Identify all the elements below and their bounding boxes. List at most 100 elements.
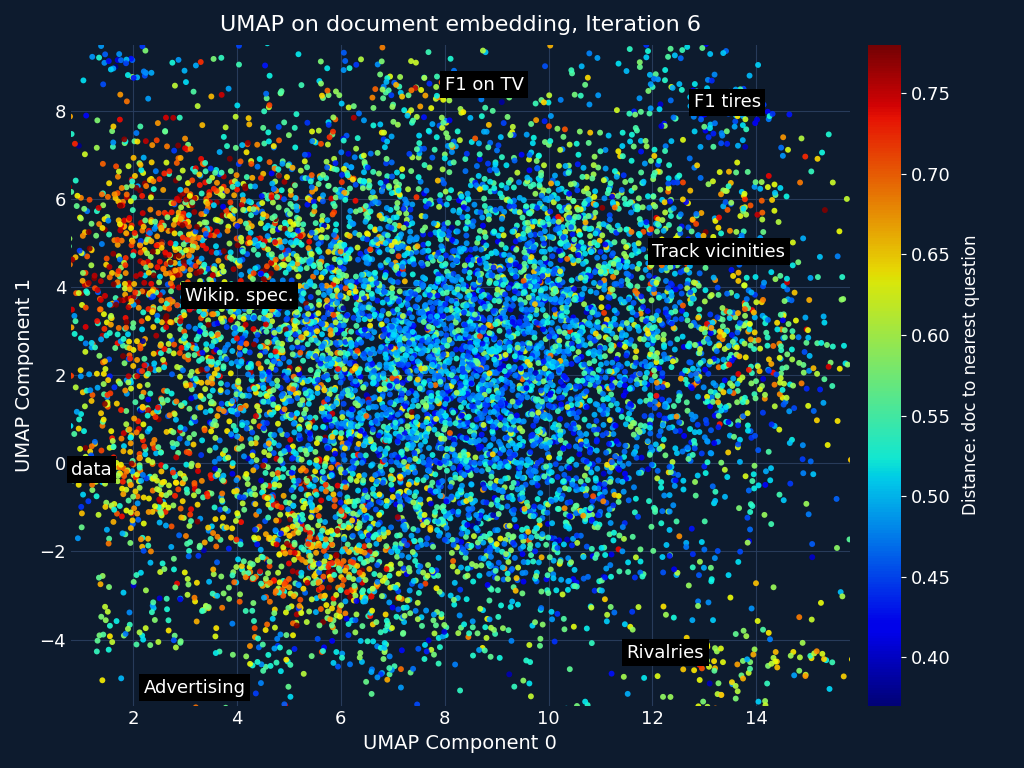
Point — [401, 454, 418, 466]
Point — [514, 211, 530, 223]
Point — [695, 240, 712, 253]
Point — [551, 534, 567, 546]
Point — [123, 382, 139, 395]
Point — [67, 310, 83, 322]
Point — [330, 420, 346, 432]
Point — [500, 81, 516, 93]
Point — [497, 397, 513, 409]
Point — [261, 135, 278, 147]
Point — [101, 327, 118, 339]
Point — [364, 237, 380, 249]
Point — [328, 191, 344, 204]
Point — [122, 283, 138, 296]
Point — [469, 206, 485, 218]
Point — [189, 253, 206, 265]
Point — [453, 472, 469, 484]
Point — [357, 595, 374, 607]
Point — [329, 276, 345, 288]
Point — [656, 118, 673, 130]
Point — [290, 363, 306, 376]
Point — [58, 370, 75, 382]
Point — [635, 301, 651, 313]
Point — [201, 748, 217, 760]
Point — [197, 424, 213, 436]
Point — [306, 205, 323, 217]
Point — [213, 313, 229, 325]
Point — [584, 245, 600, 257]
Point — [251, 238, 267, 250]
Point — [379, 495, 395, 507]
Point — [809, 337, 825, 349]
Point — [283, 512, 299, 525]
Point — [484, 421, 501, 433]
Point — [809, 368, 825, 380]
Point — [247, 234, 263, 247]
Point — [501, 491, 517, 503]
Point — [344, 390, 360, 402]
Point — [397, 296, 414, 308]
Point — [153, 478, 169, 491]
Point — [215, 475, 231, 487]
Point — [367, 191, 383, 204]
Point — [623, 302, 639, 314]
Point — [309, 387, 326, 399]
Point — [591, 222, 607, 234]
Point — [588, 518, 604, 530]
Point — [561, 321, 578, 333]
Point — [438, 493, 455, 505]
Point — [577, 367, 593, 379]
Point — [387, 541, 403, 554]
Point — [269, 584, 286, 597]
Point — [466, 199, 482, 211]
Point — [375, 523, 391, 535]
Point — [262, 533, 279, 545]
Point — [478, 550, 495, 562]
Point — [0, 154, 12, 167]
Point — [462, 392, 478, 404]
Point — [725, 387, 741, 399]
Point — [375, 389, 391, 401]
Point — [451, 207, 467, 219]
Point — [476, 552, 493, 564]
Point — [603, 571, 620, 583]
Point — [516, 327, 532, 339]
Point — [722, 429, 738, 442]
Point — [354, 477, 371, 489]
Point — [401, 307, 418, 319]
Point — [620, 357, 636, 369]
Point — [430, 368, 446, 380]
Point — [440, 529, 457, 541]
Point — [531, 514, 548, 526]
Point — [522, 323, 539, 335]
Point — [273, 390, 290, 402]
Point — [426, 648, 442, 660]
Point — [199, 205, 215, 217]
Point — [444, 505, 461, 518]
Point — [510, 396, 526, 409]
Point — [550, 267, 566, 280]
Point — [253, 347, 269, 359]
Point — [106, 234, 123, 247]
Point — [354, 287, 371, 300]
Point — [552, 25, 568, 37]
Point — [432, 490, 449, 502]
Point — [403, 165, 420, 177]
Point — [288, 373, 304, 386]
Point — [462, 217, 478, 230]
Point — [411, 565, 427, 578]
Point — [380, 422, 396, 434]
Point — [350, 366, 367, 379]
Point — [526, 298, 543, 310]
Point — [177, 472, 194, 485]
Point — [646, 350, 663, 362]
Point — [365, 166, 381, 178]
Point — [772, 372, 788, 385]
Point — [332, 184, 348, 197]
Point — [484, 425, 501, 438]
Point — [361, 310, 378, 323]
Point — [255, 368, 271, 380]
Point — [526, 438, 543, 450]
Point — [471, 512, 487, 525]
Point — [179, 286, 196, 298]
Point — [282, 530, 298, 542]
